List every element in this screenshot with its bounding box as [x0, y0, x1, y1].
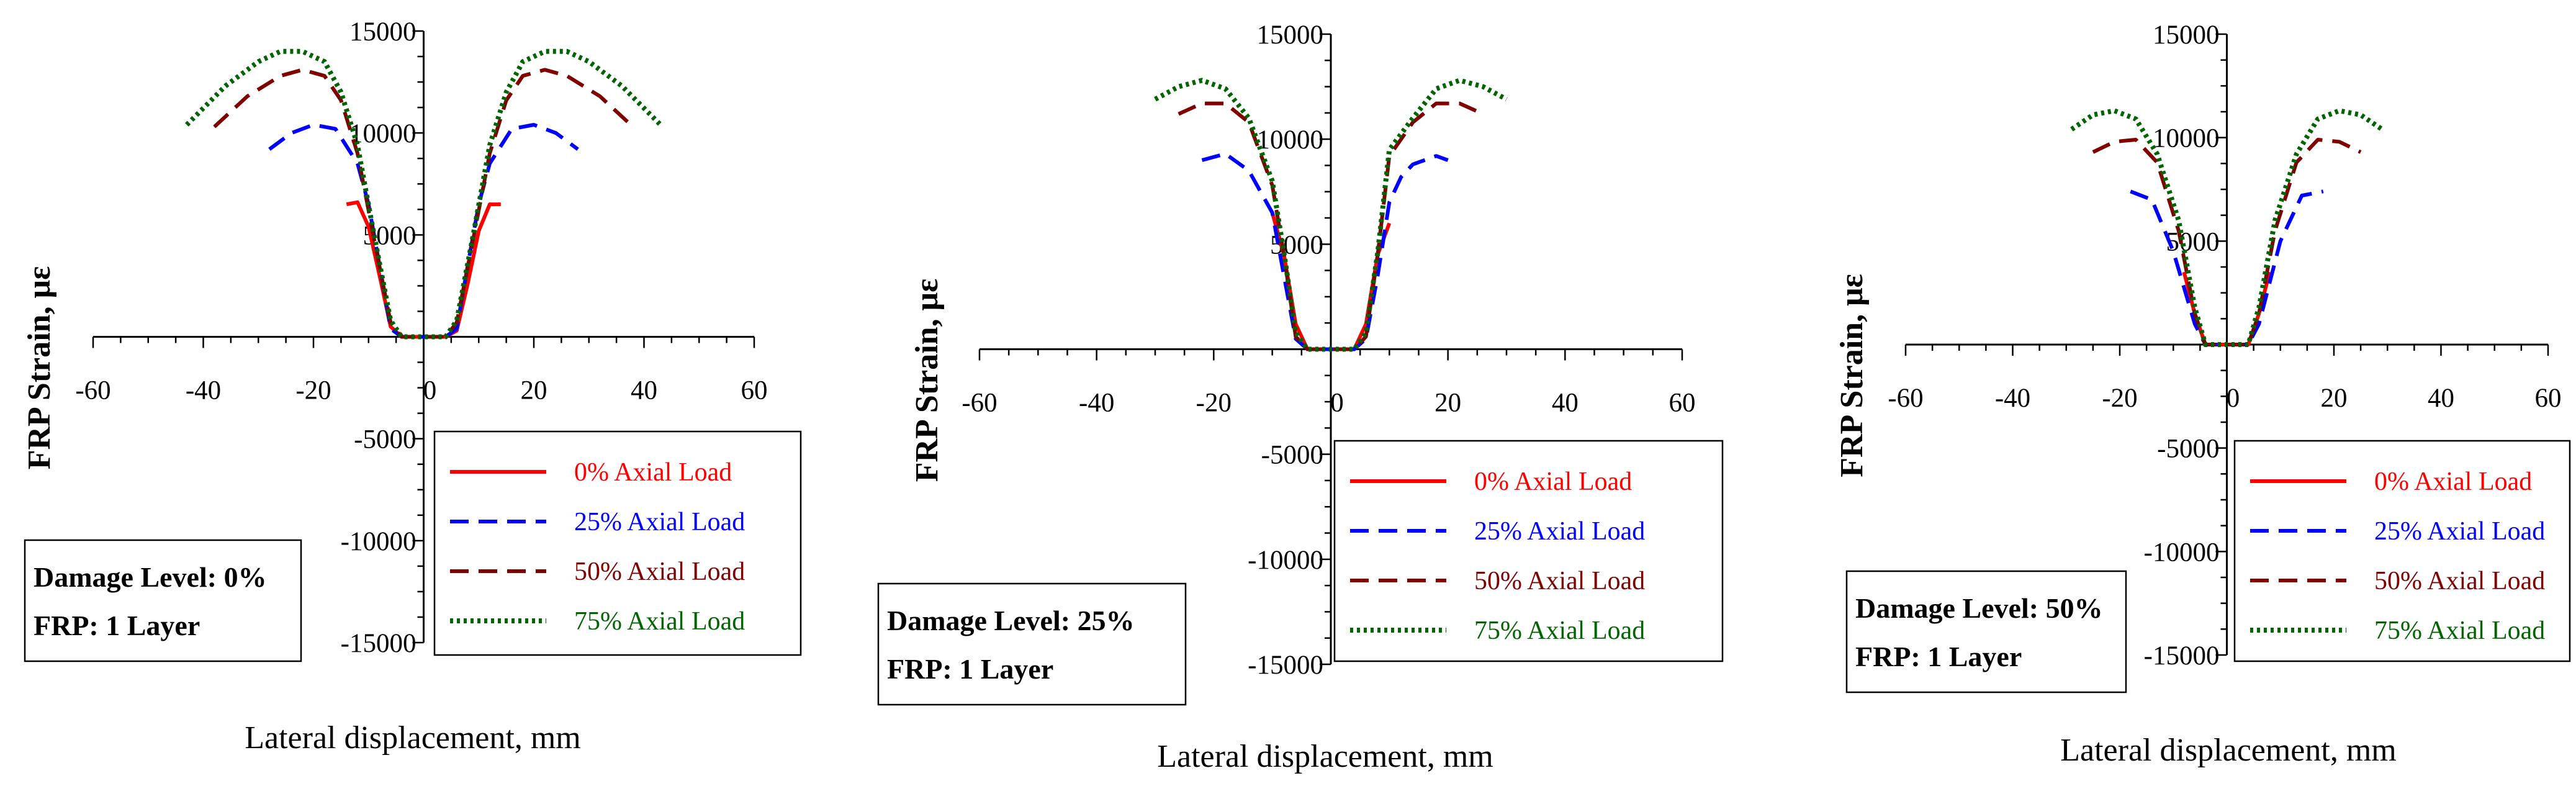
y-axis-title: FRP Strain, με [22, 266, 57, 470]
x-tick-label: -40 [1995, 384, 2030, 413]
y-tick-label: 10000 [349, 119, 417, 148]
x-tick-label: 0 [2227, 384, 2240, 413]
y-axis-title: FRP Strain, με [909, 279, 945, 482]
annotation-frame [878, 584, 1186, 705]
x-tick-label: -60 [1888, 384, 1923, 413]
legend: 0% Axial Load 25% Axial Load 50% Axial Loa… [1335, 441, 1723, 661]
chart-panel-1: -60 -40 -20 0 20 40 60-15000-10000-50005000100… [22, 17, 801, 756]
x-tick-label: -40 [1079, 389, 1114, 418]
y-tick-label: 15000 [1257, 20, 1324, 50]
x-tick-label: -20 [1196, 389, 1232, 418]
legend-label: 75% Axial Load [1474, 617, 1645, 645]
x-tick-label: 60 [741, 376, 768, 405]
y-tick-label: 15000 [349, 17, 417, 47]
y-tick-label: -10000 [341, 527, 417, 556]
x-tick-label: -20 [2102, 384, 2137, 413]
y-tick-label: 15000 [2153, 20, 2220, 50]
annotation-box: Damage Level: 0% FRP: 1 Layer [25, 540, 301, 661]
legend-label: 50% Axial Load [2374, 567, 2545, 595]
annotation-line: Damage Level: 0% [34, 561, 267, 593]
legend-label: 25% Axial Load [1474, 517, 1645, 546]
x-tick-label: 0 [1330, 389, 1344, 418]
y-tick-label: -5000 [2157, 435, 2219, 464]
x-tick-label: 20 [1434, 389, 1461, 418]
chart-panel-3: -60 -40 -20 0 20 40 60 -15000 -10000 -5000 5000 100… [1834, 20, 2570, 768]
annotation-box: Damage Level: 25% FRP: 1 Layer [878, 584, 1186, 705]
y-tick-label: 10000 [2153, 124, 2220, 153]
annotation-box: Damage Level: 50% FRP: 1 Layer [1847, 571, 2126, 692]
x-tick-label: -60 [961, 389, 997, 418]
chart-panel-2: -60 -40 -20 0 20 40 60-15000-10000-50005000100… [878, 20, 1723, 774]
x-tick-label: -40 [186, 376, 221, 405]
x-tick-label: 0 [423, 376, 437, 405]
y-tick-label: -15000 [1248, 651, 1323, 680]
x-tick-label: 40 [1552, 389, 1578, 418]
legend-label: 0% Axial Load [2374, 468, 2532, 496]
y-tick-label: 10000 [1257, 125, 1324, 155]
legend-label: 50% Axial Load [574, 558, 745, 586]
series-line-25-axial-load [1202, 154, 1448, 350]
annotation-line: Damage Level: 25% [887, 605, 1135, 636]
x-tick-label: 60 [1669, 389, 1696, 418]
y-tick-label: -15000 [341, 629, 417, 658]
legend-label: 25% Axial Load [2374, 517, 2545, 546]
x-tick-label: -20 [295, 376, 331, 405]
y-tick-label: 5000 [2166, 227, 2220, 256]
x-tick-label: 40 [2428, 384, 2454, 413]
y-tick-label: -10000 [2144, 538, 2220, 567]
legend-label: 75% Axial Load [2374, 617, 2545, 645]
annotation-line: FRP: 1 Layer [1855, 641, 2022, 672]
x-axis-title: Lateral displacement, mm [245, 720, 580, 756]
legend-label: 50% Axial Load [1474, 567, 1645, 595]
annotation-line: FRP: 1 Layer [887, 653, 1053, 685]
x-tick-label: 40 [631, 376, 657, 405]
annotation-line: FRP: 1 Layer [34, 610, 200, 641]
x-axis-title: Lateral displacement, mm [2060, 733, 2396, 768]
legend: 0% Axial Load 25% Axial Load 50% Axial Loa… [435, 431, 801, 655]
annotation-line: Damage Level: 50% [1855, 592, 2103, 624]
x-tick-label: -60 [75, 376, 110, 405]
y-tick-label: -5000 [354, 425, 416, 454]
annotation-frame [25, 540, 301, 661]
y-tick-label: -15000 [2144, 641, 2220, 671]
x-tick-label: 20 [521, 376, 547, 405]
x-tick-label: 20 [2321, 384, 2348, 413]
y-axis-title: FRP Strain, με [1834, 274, 1870, 477]
annotation-frame [1847, 571, 2126, 692]
legend-label: 0% Axial Load [1474, 468, 1632, 496]
legend-label: 75% Axial Load [574, 607, 745, 636]
y-tick-label: -10000 [1248, 546, 1323, 575]
x-tick-label: 60 [2535, 384, 2562, 413]
legend-label: 0% Axial Load [574, 458, 732, 487]
x-axis-title: Lateral displacement, mm [1157, 739, 1493, 774]
legend: 0% Axial Load 25% Axial Load 50% Axial Loa… [2235, 441, 2570, 661]
figure: -60 -40 -20 0 20 40 60 -15000 -10000 -5000 5000 100… [0, 0, 2576, 786]
y-tick-label: -5000 [1261, 441, 1323, 470]
legend-label: 25% Axial Load [574, 508, 745, 536]
